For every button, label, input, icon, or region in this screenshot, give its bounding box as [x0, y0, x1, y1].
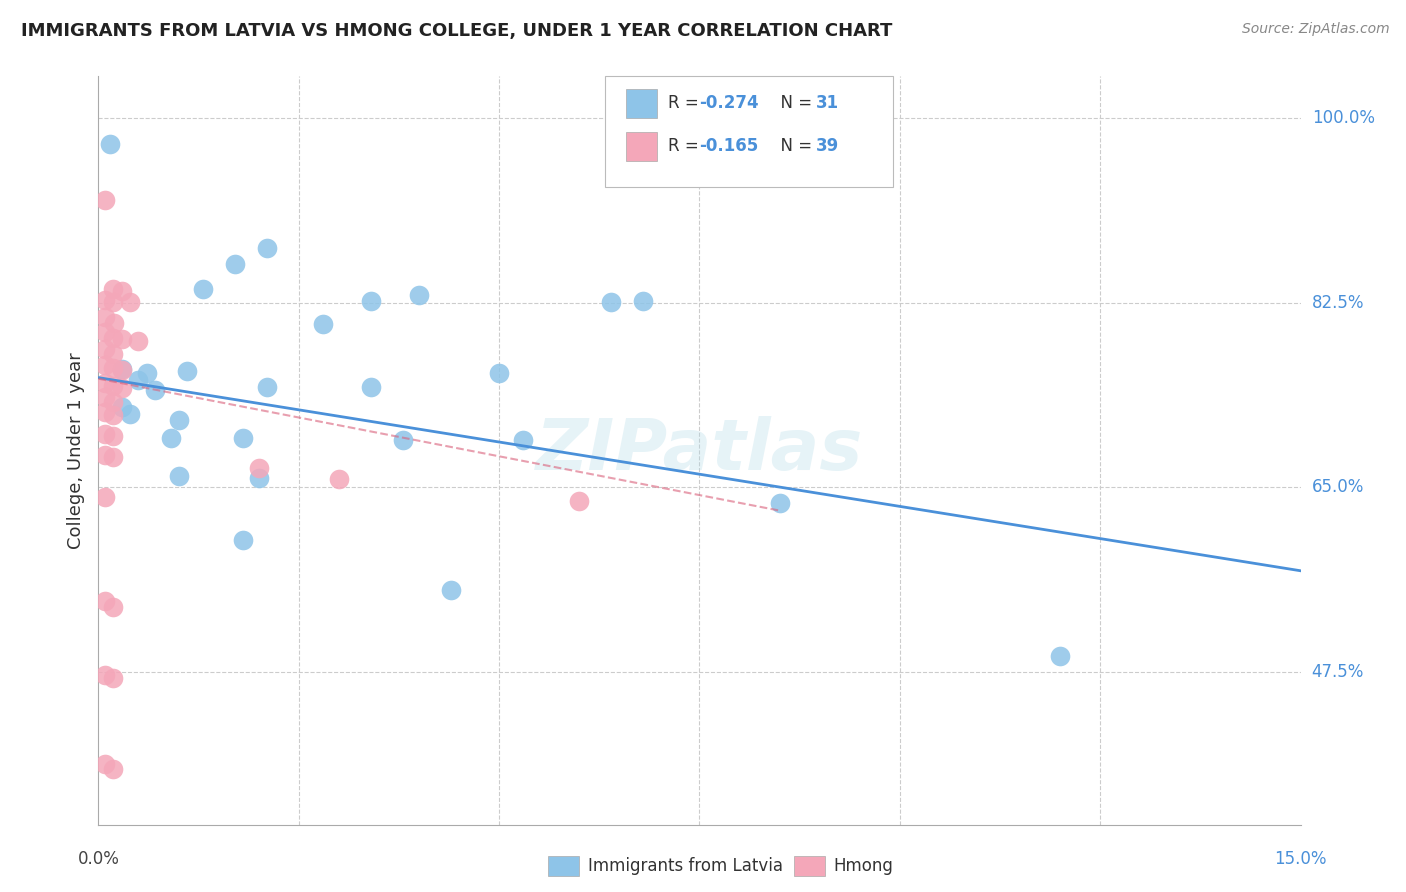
- Point: [111, 362, 134, 376]
- Text: Hmong: Hmong: [834, 857, 894, 875]
- Point: [101, 408, 124, 422]
- Point: [94, 405, 117, 419]
- Text: 39: 39: [815, 137, 839, 155]
- Text: -0.165: -0.165: [699, 137, 758, 155]
- Point: [512, 433, 534, 447]
- Point: [768, 496, 790, 510]
- Point: [440, 582, 463, 597]
- Point: [94, 358, 117, 372]
- Point: [224, 257, 246, 271]
- Point: [94, 376, 117, 390]
- Point: [94, 310, 117, 325]
- Point: [111, 381, 134, 395]
- Point: [120, 407, 142, 421]
- Text: N =: N =: [770, 95, 818, 112]
- Point: [128, 334, 150, 348]
- Point: [94, 342, 117, 356]
- Text: 100.0%: 100.0%: [1312, 109, 1375, 127]
- Point: [568, 494, 591, 508]
- Point: [101, 347, 124, 361]
- Text: R =: R =: [668, 137, 704, 155]
- Text: -0.274: -0.274: [699, 95, 758, 112]
- Point: [191, 282, 214, 296]
- Y-axis label: College, Under 1 year: College, Under 1 year: [66, 352, 84, 549]
- Text: Source: ZipAtlas.com: Source: ZipAtlas.com: [1241, 22, 1389, 37]
- Point: [94, 668, 117, 682]
- Text: ZIPatlas: ZIPatlas: [536, 416, 863, 485]
- Point: [101, 395, 124, 409]
- Point: [176, 364, 198, 378]
- Point: [100, 137, 122, 152]
- Point: [256, 380, 278, 394]
- Point: [101, 672, 124, 686]
- Point: [101, 294, 124, 309]
- Text: 15.0%: 15.0%: [1274, 850, 1327, 868]
- Point: [392, 433, 415, 447]
- Point: [360, 293, 382, 308]
- Point: [167, 468, 190, 483]
- Point: [94, 194, 117, 208]
- Text: R =: R =: [668, 95, 704, 112]
- Point: [1049, 649, 1071, 664]
- Point: [488, 367, 510, 381]
- Text: 31: 31: [815, 95, 838, 112]
- Point: [101, 282, 124, 296]
- Point: [159, 431, 181, 445]
- Point: [94, 448, 117, 462]
- Point: [256, 241, 278, 255]
- Point: [94, 756, 117, 771]
- Point: [101, 599, 124, 614]
- Point: [135, 367, 157, 381]
- Text: 0.0%: 0.0%: [77, 850, 120, 868]
- Point: [111, 284, 134, 298]
- Point: [312, 317, 335, 331]
- Text: 65.0%: 65.0%: [1312, 478, 1364, 496]
- Point: [101, 762, 124, 776]
- Point: [120, 294, 142, 309]
- Point: [232, 431, 254, 445]
- Point: [111, 400, 134, 414]
- Point: [101, 379, 124, 393]
- Point: [101, 361, 124, 376]
- Point: [111, 332, 134, 346]
- Point: [232, 533, 254, 548]
- Text: Immigrants from Latvia: Immigrants from Latvia: [588, 857, 783, 875]
- Point: [408, 288, 430, 302]
- Point: [101, 330, 124, 344]
- Point: [111, 363, 134, 377]
- Point: [94, 426, 117, 441]
- Point: [328, 472, 350, 486]
- Point: [128, 373, 150, 387]
- Point: [103, 316, 125, 330]
- Point: [360, 380, 382, 394]
- Point: [94, 325, 117, 339]
- Point: [247, 461, 270, 475]
- Text: 82.5%: 82.5%: [1312, 293, 1364, 311]
- Text: 47.5%: 47.5%: [1312, 663, 1364, 681]
- Point: [94, 490, 117, 504]
- Point: [94, 390, 117, 404]
- Point: [633, 293, 655, 308]
- Point: [600, 294, 623, 309]
- Text: IMMIGRANTS FROM LATVIA VS HMONG COLLEGE, UNDER 1 YEAR CORRELATION CHART: IMMIGRANTS FROM LATVIA VS HMONG COLLEGE,…: [21, 22, 893, 40]
- Text: N =: N =: [770, 137, 818, 155]
- Point: [101, 450, 124, 464]
- Point: [101, 428, 124, 442]
- Point: [94, 293, 117, 307]
- Point: [143, 384, 166, 398]
- Point: [247, 471, 270, 485]
- Point: [94, 594, 117, 608]
- Point: [167, 413, 190, 427]
